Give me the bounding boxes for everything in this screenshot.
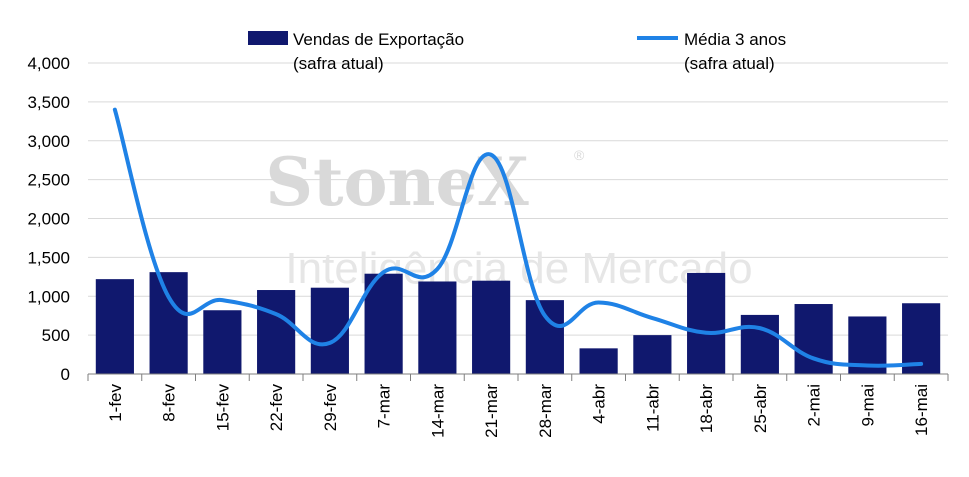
legend: Vendas de Exportação (safra atual) Média…	[248, 30, 786, 73]
bar-4-abr	[579, 348, 618, 374]
y-tick-label: 500	[42, 326, 70, 345]
line-media-3-anos	[112, 107, 924, 368]
x-axis-ticks: 1-fev 8-fev 15-fev 22-fev 29-fev 7-mar 14-mar 2…	[106, 384, 931, 438]
legend-label-bars-line1: Vendas de Exportação	[293, 30, 464, 49]
bar-11-abr	[633, 335, 672, 374]
bar-14-mar	[418, 281, 457, 374]
x-tick-label: 25-abr	[751, 384, 770, 433]
y-tick-label: 4,000	[27, 54, 70, 73]
bar-8-fev	[149, 272, 188, 374]
y-tick-label: 2,500	[27, 171, 70, 190]
x-tick-label: 28-mar	[536, 384, 555, 438]
x-tick-label: 1-fev	[106, 384, 125, 422]
axes	[87, 373, 949, 381]
legend-swatch-bars	[248, 31, 288, 45]
x-tick-label: 2-mai	[805, 384, 824, 427]
x-tick-label: 8-fev	[160, 384, 179, 422]
bar-7-mar	[364, 273, 403, 374]
y-axis-ticks: 0 500 1,000 1,500 2,000 2,500 3,000 3,500 4,000	[27, 54, 70, 384]
legend-label-line-line2: (safra atual)	[684, 54, 775, 73]
line-series	[112, 107, 924, 368]
bar-28-mar	[525, 300, 564, 374]
y-tick-label: 3,000	[27, 132, 70, 151]
x-tick-label: 21-mar	[482, 384, 501, 438]
y-tick-label: 0	[61, 365, 70, 384]
x-tick-label: 22-fev	[267, 384, 286, 432]
watermark-subtitle: Inteligência de Mercado	[285, 244, 752, 293]
x-tick-label: 7-mar	[375, 384, 394, 429]
legend-label-line-line1: Média 3 anos	[684, 30, 786, 49]
bar-25-abr	[740, 314, 779, 374]
y-tick-label: 3,500	[27, 93, 70, 112]
bar-18-abr	[687, 272, 726, 374]
x-tick-label: 14-mar	[428, 384, 447, 438]
x-tick-label: 18-abr	[697, 384, 716, 433]
bar-22-fev	[257, 290, 296, 374]
bar-21-mar	[472, 280, 511, 374]
bar-1-fev	[95, 279, 134, 374]
x-tick-label: 16-mai	[912, 384, 931, 436]
gridlines	[88, 62, 948, 336]
watermark-registered-mark: ®	[574, 147, 585, 163]
x-tick-label: 9-mai	[858, 384, 877, 427]
x-tick-label: 29-fev	[321, 384, 340, 432]
x-tick-label: 15-fev	[213, 384, 232, 432]
y-tick-label: 1,500	[27, 248, 70, 267]
y-tick-label: 1,000	[27, 287, 70, 306]
legend-label-bars-line2: (safra atual)	[293, 54, 384, 73]
x-tick-label: 4-abr	[590, 384, 609, 424]
bar-15-fev	[203, 310, 242, 374]
y-tick-label: 2,000	[27, 210, 70, 229]
x-tick-label: 11-abr	[643, 384, 662, 432]
